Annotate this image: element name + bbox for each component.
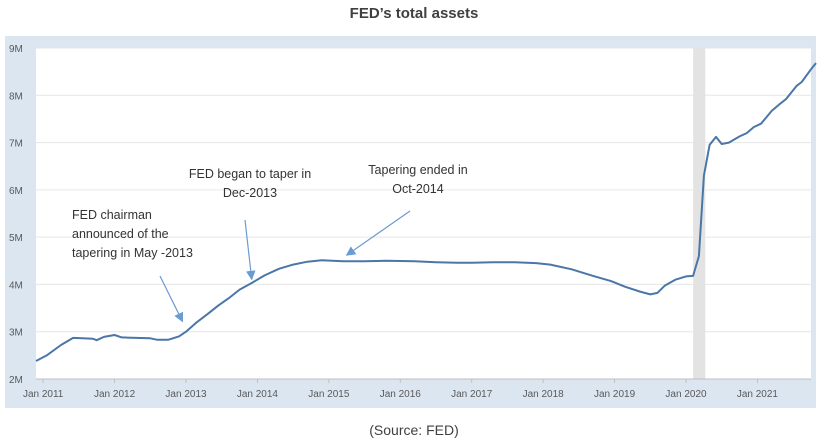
annotation-arrow xyxy=(244,219,256,281)
x-tick-label: Jan 2020 xyxy=(665,389,707,400)
annotation-text: announced of the xyxy=(72,227,169,241)
recession-band xyxy=(693,48,706,379)
y-tick-label: 6M xyxy=(9,186,23,197)
y-tick-label: 9M xyxy=(9,44,23,55)
annotation-arrow xyxy=(345,210,411,256)
x-tick-label: Jan 2021 xyxy=(737,389,779,400)
series-line-total-assets xyxy=(35,62,817,362)
y-tick-label: 8M xyxy=(9,91,23,102)
chart-area: 9M 8M 7M 6M 5M 4M 3M 2M Jan 2011 Jan 2012 Jan 2013… xyxy=(0,36,828,414)
y-tick-label: 2M xyxy=(9,375,23,386)
y-tick-label: 7M xyxy=(9,139,23,150)
chart-title: FED’s total assets xyxy=(349,5,479,22)
x-tick-label: Jan 2019 xyxy=(594,389,636,400)
x-tick-label: Jan 2017 xyxy=(451,389,493,400)
annotation-text: Oct-2014 xyxy=(392,182,443,196)
source-caption: (Source: FED) xyxy=(369,422,459,438)
x-tick-label: Jan 2012 xyxy=(94,389,136,400)
x-tick-label: Jan 2018 xyxy=(523,389,565,400)
x-tick-label: Jan 2011 xyxy=(23,389,64,400)
plot-area xyxy=(36,48,811,379)
x-tick-label: Jan 2015 xyxy=(308,389,350,400)
x-tick-label: Jan 2016 xyxy=(380,389,422,400)
annotation-text: Tapering ended in xyxy=(368,163,467,177)
x-tick-label: Jan 2014 xyxy=(237,389,279,400)
annotation-text: Dec-2013 xyxy=(223,186,277,200)
annotation-text: FED began to taper in xyxy=(189,167,311,181)
annotation-arrow xyxy=(159,275,184,323)
y-tick-label: 3M xyxy=(9,328,23,339)
y-tick-label: 4M xyxy=(9,280,23,291)
x-tick-label: Jan 2013 xyxy=(165,389,207,400)
annotation-text: tapering in May -2013 xyxy=(72,246,193,260)
y-tick-label: 5M xyxy=(9,233,23,244)
annotation-text: FED chairman xyxy=(72,208,152,222)
